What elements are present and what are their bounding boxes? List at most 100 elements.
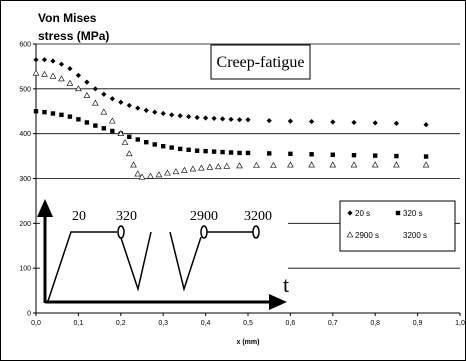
- data-point: [109, 96, 115, 102]
- y-axis-label-line1: Von Mises: [38, 11, 97, 25]
- data-point: [100, 108, 108, 115]
- data-point: [125, 150, 133, 157]
- series-2900-s: [32, 69, 430, 180]
- data-point: [75, 72, 81, 78]
- data-point: [118, 99, 124, 105]
- data-point: [198, 164, 205, 171]
- data-point: [372, 120, 378, 126]
- data-point: [245, 117, 251, 123]
- data-point: [423, 122, 429, 128]
- data-point: [130, 161, 137, 168]
- y-tick-label: 100: [19, 266, 31, 273]
- data-point: [67, 66, 73, 72]
- data-point: [194, 114, 200, 121]
- data-point: [135, 137, 140, 142]
- data-point: [351, 152, 357, 158]
- data-point: [109, 117, 116, 124]
- data-point: [67, 114, 73, 119]
- data-point: [423, 154, 429, 159]
- y-tick-label: 500: [19, 86, 31, 93]
- data-point: [422, 161, 430, 168]
- inset-label-3200: 3200: [244, 209, 272, 224]
- inset-hold-marker-320: [117, 225, 125, 239]
- data-point: [121, 139, 129, 145]
- data-point: [203, 115, 209, 121]
- y-axis-label-line2: stress (MPa): [38, 29, 109, 43]
- y-tick-label: 600: [19, 42, 31, 49]
- data-point: [117, 130, 125, 136]
- data-point: [189, 165, 197, 172]
- series-320-s: [33, 109, 429, 159]
- inset-right-arrowhead: [269, 294, 287, 310]
- data-point: [309, 118, 315, 125]
- data-point: [92, 86, 98, 92]
- data-point: [32, 69, 40, 76]
- data-point: [186, 147, 191, 153]
- data-point: [350, 161, 358, 168]
- legend-marker: [347, 210, 353, 216]
- legend-box: [339, 200, 456, 252]
- x-tick-label: 1,0: [455, 320, 465, 327]
- legend-label: 3200 s: [403, 231, 427, 240]
- inset-schematic: 20 320 2900 3200 t: [37, 199, 289, 310]
- inset-time-label: t: [283, 272, 289, 297]
- data-point: [194, 148, 200, 153]
- x-tick-label: 0,0: [31, 320, 41, 327]
- data-point: [393, 120, 399, 126]
- x-axis-label: x (mm): [237, 339, 260, 346]
- inset-cycle-path-3: [169, 231, 202, 292]
- data-point: [308, 161, 315, 168]
- data-point: [58, 75, 65, 82]
- data-point: [266, 118, 272, 124]
- data-point: [223, 162, 231, 169]
- y-tick-label: 400: [19, 131, 31, 138]
- data-point: [267, 151, 272, 156]
- data-point: [138, 173, 146, 180]
- legend-items: 20 s 320 s 2900 s 3200 s: [346, 209, 427, 240]
- y-tick-label: 0: [27, 311, 31, 318]
- data-point: [66, 79, 74, 86]
- data-point: [101, 91, 107, 97]
- data-point: [76, 117, 81, 122]
- y-tick-labels: 0 100 200 300 400 500 600: [19, 42, 31, 318]
- data-point: [351, 119, 357, 126]
- data-point: [393, 161, 400, 168]
- data-point: [228, 116, 234, 122]
- data-point: [50, 111, 56, 116]
- data-point: [371, 161, 379, 168]
- series-20-s: [33, 57, 429, 128]
- data-point: [253, 161, 260, 168]
- inset-background: [40, 203, 288, 309]
- data-point: [75, 85, 82, 92]
- x-tick-label: 0,2: [116, 320, 126, 327]
- inset-cycle-path-2: [120, 231, 152, 292]
- data-point: [288, 151, 293, 157]
- data-point: [203, 148, 208, 154]
- data-point: [270, 161, 277, 168]
- y-tick-label: 200: [19, 221, 31, 228]
- data-point: [152, 109, 158, 115]
- data-point: [169, 145, 174, 150]
- data-point: [110, 128, 115, 134]
- data-point: [33, 109, 39, 114]
- data-point: [134, 170, 142, 177]
- x-tick-label: 0,1: [74, 320, 84, 327]
- data-point: [211, 115, 217, 122]
- data-point: [181, 166, 188, 173]
- legend-marker: [346, 231, 354, 238]
- inset-label-320: 320: [116, 209, 137, 224]
- data-point: [155, 171, 163, 178]
- title-box: [210, 44, 311, 80]
- data-point: [287, 161, 294, 168]
- data-point: [219, 116, 226, 122]
- data-point: [177, 146, 183, 152]
- legend-label: 20 s: [355, 209, 370, 218]
- data-point: [206, 163, 214, 170]
- x-tick-label: 0,6: [286, 320, 296, 327]
- data-point: [135, 105, 141, 111]
- x-tick-labels: 0,0 0,1 0,2 0,3 0,4 0,5 0,6 0,7 0,8 0,9 1,0: [31, 320, 465, 327]
- x-tick-label: 0,4: [201, 320, 211, 327]
- inset-cycle-path-1: [47, 231, 117, 302]
- inset-up-arrowhead: [37, 199, 53, 217]
- data-point: [329, 161, 337, 168]
